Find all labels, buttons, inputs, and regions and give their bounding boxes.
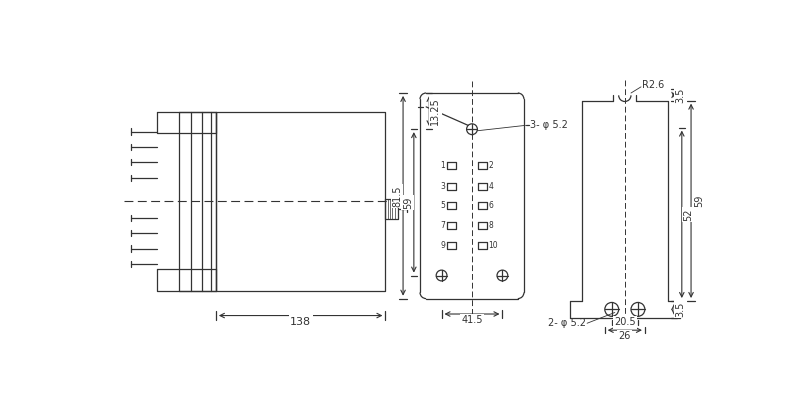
Text: 41.5: 41.5: [462, 315, 482, 325]
Text: 52: 52: [683, 208, 693, 220]
Text: 59: 59: [402, 196, 413, 208]
Text: 138: 138: [290, 317, 311, 327]
Text: 26: 26: [618, 331, 631, 341]
Text: 9: 9: [441, 241, 446, 250]
Text: 59: 59: [694, 195, 704, 207]
Text: R2.6: R2.6: [642, 80, 664, 90]
Text: 3.5: 3.5: [675, 302, 686, 317]
Text: 3.5: 3.5: [675, 87, 686, 103]
Text: 13.25: 13.25: [430, 97, 441, 125]
Text: 81.5: 81.5: [392, 185, 402, 207]
Text: 3: 3: [441, 182, 446, 191]
Text: 6: 6: [489, 202, 494, 210]
Text: 20.5: 20.5: [614, 318, 636, 328]
Text: 2- φ 5.2: 2- φ 5.2: [548, 318, 586, 328]
Text: 10: 10: [489, 241, 498, 250]
Text: 4: 4: [489, 182, 494, 191]
Text: 3- φ 5.2: 3- φ 5.2: [530, 120, 568, 130]
Text: 1: 1: [441, 161, 446, 170]
Text: 5: 5: [441, 202, 446, 210]
Text: 8: 8: [489, 220, 494, 230]
Text: 2: 2: [489, 161, 494, 170]
Text: 7: 7: [441, 220, 446, 230]
